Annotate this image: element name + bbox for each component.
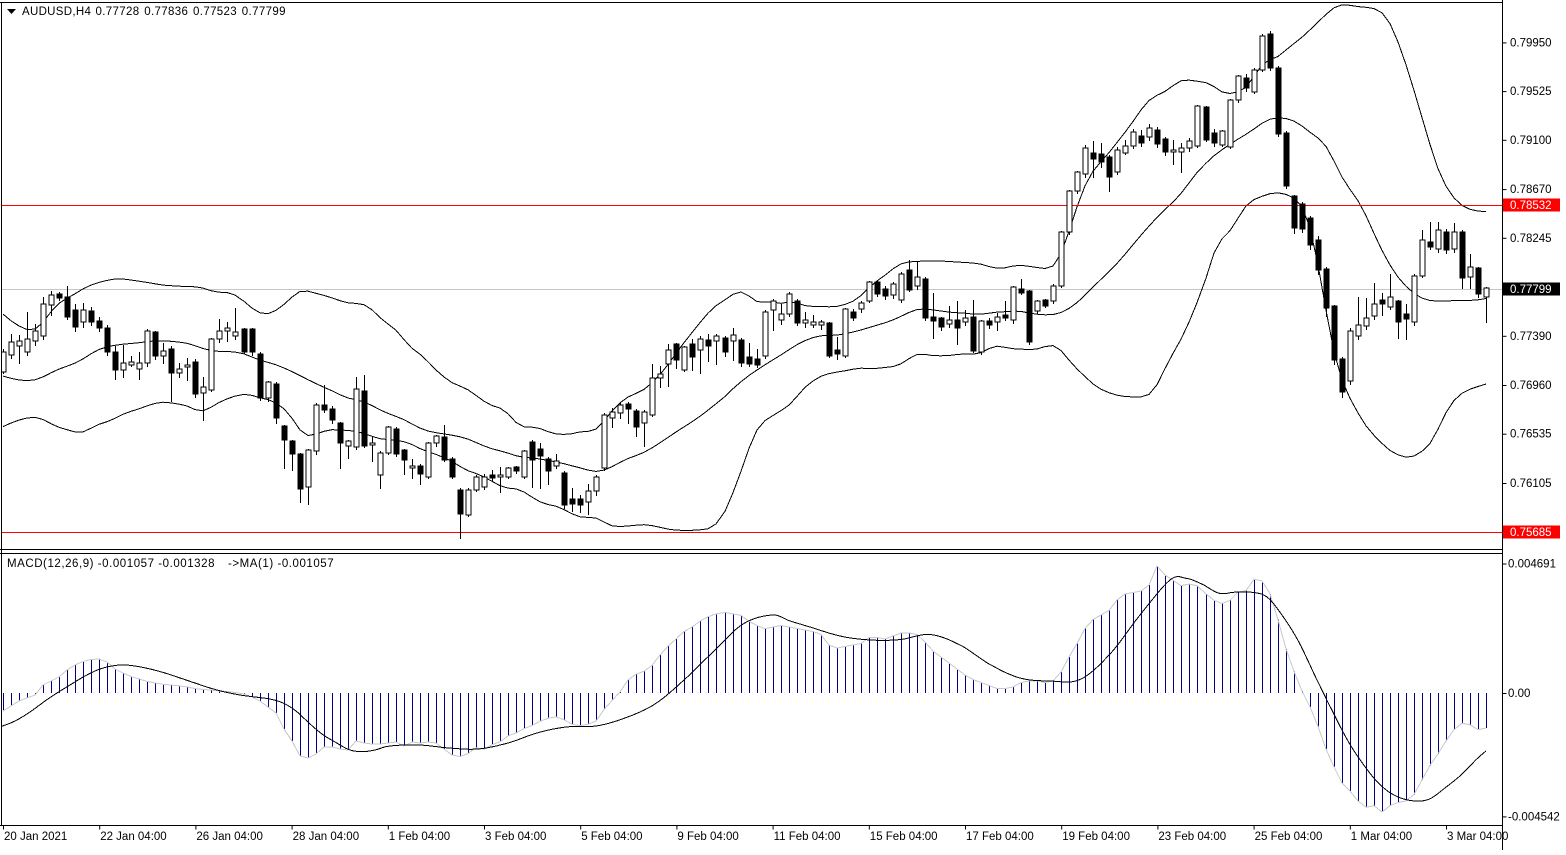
svg-text:AUDUSD,H4: AUDUSD,H4	[22, 6, 91, 18]
svg-text:28 Jan 04:00: 28 Jan 04:00	[293, 831, 360, 843]
svg-text:0.79950: 0.79950	[1510, 37, 1552, 49]
svg-text:0.00: 0.00	[1508, 688, 1530, 700]
svg-text:0.76960: 0.76960	[1510, 380, 1552, 392]
svg-text:25 Feb 04:00: 25 Feb 04:00	[1255, 831, 1323, 843]
svg-text:0.79100: 0.79100	[1510, 135, 1552, 147]
svg-text:0.77728 0.77836 0.77523 0.7779: 0.77728 0.77836 0.77523 0.77799	[96, 6, 286, 18]
svg-text:9 Feb 04:00: 9 Feb 04:00	[677, 831, 738, 843]
svg-text:0.78532: 0.78532	[1510, 200, 1552, 212]
svg-text:22 Jan 04:00: 22 Jan 04:00	[100, 831, 167, 843]
svg-text:MACD(12,26,9) -0.001057 -0.001: MACD(12,26,9) -0.001057 -0.001328	[7, 558, 215, 570]
svg-text:1 Feb 04:00: 1 Feb 04:00	[389, 831, 450, 843]
svg-text:0.78245: 0.78245	[1510, 233, 1552, 245]
svg-text:3 Feb 04:00: 3 Feb 04:00	[485, 831, 546, 843]
svg-text:0.77390: 0.77390	[1510, 331, 1552, 343]
svg-text:26 Jan 04:00: 26 Jan 04:00	[196, 831, 263, 843]
svg-text:0.75685: 0.75685	[1510, 527, 1552, 539]
svg-text:0.77799: 0.77799	[1510, 284, 1552, 296]
svg-text:17 Feb 04:00: 17 Feb 04:00	[966, 831, 1034, 843]
svg-text:11 Feb 04:00: 11 Feb 04:00	[774, 831, 841, 843]
svg-text:19 Feb 04:00: 19 Feb 04:00	[1062, 831, 1130, 843]
svg-text:0.76105: 0.76105	[1510, 478, 1552, 490]
svg-text:20 Jan 2021: 20 Jan 2021	[4, 831, 67, 843]
svg-text:15 Feb 04:00: 15 Feb 04:00	[870, 831, 938, 843]
svg-text:->MA(1) -0.001057: ->MA(1) -0.001057	[228, 558, 334, 570]
svg-text:23 Feb 04:00: 23 Feb 04:00	[1158, 831, 1226, 843]
svg-text:1 Mar 04:00: 1 Mar 04:00	[1351, 831, 1412, 843]
svg-text:0.76535: 0.76535	[1510, 429, 1552, 441]
svg-text:5 Feb 04:00: 5 Feb 04:00	[581, 831, 642, 843]
svg-text:0.78670: 0.78670	[1510, 184, 1552, 196]
svg-text:3 Mar 04:00: 3 Mar 04:00	[1447, 831, 1508, 843]
svg-text:0.004691: 0.004691	[1508, 559, 1556, 571]
svg-text:0.79525: 0.79525	[1510, 86, 1552, 98]
svg-text:-0.004542: -0.004542	[1508, 811, 1560, 823]
